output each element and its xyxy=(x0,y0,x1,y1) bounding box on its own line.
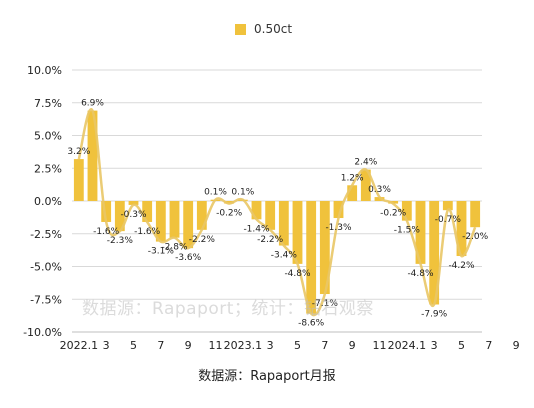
y-tick-label: 7.5% xyxy=(34,97,62,110)
label-layer: 3.2%6.9%-1.6%-2.3%-0.3%-1.6%-3.1%-2.8%-3… xyxy=(67,99,488,329)
y-tick-label: 10.0% xyxy=(27,64,62,77)
x-tick-label: 5 xyxy=(294,339,301,352)
data-label: -1.5% xyxy=(394,226,421,236)
x-tick-label: 11 xyxy=(373,339,387,352)
trend-layer xyxy=(77,107,477,317)
bar xyxy=(347,185,358,201)
x-tick-label: 2022.1 xyxy=(60,339,99,352)
y-tick-label: 0.0% xyxy=(34,195,62,208)
bar xyxy=(114,201,125,232)
data-label: 0.3% xyxy=(368,185,391,195)
data-label: 2.4% xyxy=(354,158,377,168)
legend: 0.50ct xyxy=(235,22,292,36)
bar xyxy=(73,159,84,201)
bar xyxy=(101,201,112,222)
data-label: -0.3% xyxy=(120,210,147,220)
bar xyxy=(306,201,317,314)
data-label: -2.2% xyxy=(257,235,284,245)
bar xyxy=(429,201,440,305)
data-label: -2.2% xyxy=(189,235,216,245)
bar xyxy=(142,201,153,222)
bar xyxy=(224,201,235,204)
bar xyxy=(292,201,303,264)
data-label: -7.1% xyxy=(312,299,339,309)
data-label: -4.2% xyxy=(448,261,475,271)
data-label: -3.6% xyxy=(175,253,202,263)
bar xyxy=(456,201,467,257)
bar xyxy=(401,201,412,221)
bar xyxy=(251,201,262,220)
data-label: -1.4% xyxy=(243,224,270,234)
bar xyxy=(87,110,98,201)
bar xyxy=(196,201,207,230)
y-tick-label: -7.5% xyxy=(30,293,62,306)
legend-swatch xyxy=(235,23,246,35)
data-label: -2.0% xyxy=(462,232,489,242)
x-tick-label: 7 xyxy=(157,339,164,352)
data-label: -2.3% xyxy=(107,236,134,246)
x-tick-label: 2024.1 xyxy=(388,339,427,352)
data-label: 0.1% xyxy=(231,188,254,198)
bar xyxy=(183,201,194,249)
axis-layer: 10.0% 7.5% 5.0% 2.5% 0.0% -2.5% -5.0% -7.5% -10.… xyxy=(23,64,520,352)
x-tick-label: 5 xyxy=(130,339,137,352)
x-tick-label: 2023.1 xyxy=(224,339,263,352)
data-label: -3.1% xyxy=(148,247,175,257)
bar xyxy=(319,201,330,295)
data-label: 3.2% xyxy=(67,147,90,157)
data-label: -3.4% xyxy=(271,251,298,261)
bar xyxy=(155,201,166,242)
y-tick-label: -2.5% xyxy=(30,228,62,241)
x-tick-label: 3 xyxy=(431,339,438,352)
bar xyxy=(374,197,385,201)
x-tick-label: 7 xyxy=(321,339,328,352)
data-label: -0.2% xyxy=(380,209,407,219)
bar xyxy=(415,201,426,264)
bar xyxy=(333,201,344,219)
x-tick-label: 3 xyxy=(267,339,274,352)
x-tick-label: 11 xyxy=(209,339,223,352)
x-tick-label: 9 xyxy=(513,339,520,352)
x-tick-label: 9 xyxy=(349,339,356,352)
data-label: -1.6% xyxy=(134,227,161,237)
watermark: 数据源：Rapaport；统计：钻石观察 xyxy=(82,299,374,319)
data-label: -1.3% xyxy=(325,223,352,233)
x-tick-label: 7 xyxy=(485,339,492,352)
bar xyxy=(442,201,453,211)
bar xyxy=(360,169,371,201)
x-tick-label: 3 xyxy=(103,339,110,352)
y-tick-label: -10.0% xyxy=(23,326,62,339)
source-caption: 数据源：Rapaport月报 xyxy=(198,369,336,384)
data-label: -4.8% xyxy=(407,269,434,279)
y-tick-label: 5.0% xyxy=(34,130,62,143)
bar xyxy=(278,201,289,246)
bar xyxy=(470,201,481,228)
x-tick-label: 5 xyxy=(458,339,465,352)
bar xyxy=(265,201,276,230)
data-label: -0.7% xyxy=(435,215,462,225)
y-tick-label: -5.0% xyxy=(30,261,62,274)
data-label: -1.6% xyxy=(93,227,120,237)
data-label: -2.8% xyxy=(161,243,188,253)
bar xyxy=(169,201,180,238)
y-tick-label: 2.5% xyxy=(34,162,62,175)
data-label: -4.8% xyxy=(284,269,311,279)
data-label: -8.6% xyxy=(298,319,325,329)
data-label: -7.9% xyxy=(421,309,448,319)
legend-label: 0.50ct xyxy=(254,22,293,36)
data-label: 6.9% xyxy=(81,99,104,109)
data-label: 1.2% xyxy=(341,173,364,183)
data-label: 0.1% xyxy=(204,188,227,198)
bar xyxy=(128,201,139,205)
x-tick-label: 9 xyxy=(185,339,192,352)
data-label: -0.2% xyxy=(216,209,243,219)
trend-line xyxy=(77,107,477,317)
